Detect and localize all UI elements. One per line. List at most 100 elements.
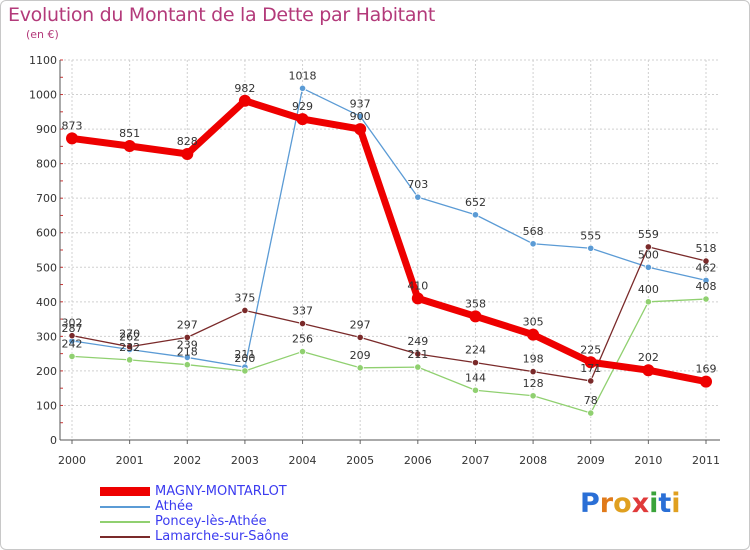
data-label: 225 [580,343,601,356]
data-point [183,361,191,369]
data-point [644,243,652,251]
data-label: 400 [638,283,659,296]
data-point [241,367,249,375]
data-point [241,306,249,315]
logo-letter: t [658,488,672,519]
x-tick-label: 2008 [519,454,547,467]
x-tick-label: 2003 [231,454,259,467]
data-label: 408 [696,280,717,293]
data-point [68,352,76,360]
data-point [469,310,482,323]
legend-label: MAGNY-MONTARLOT [155,484,287,499]
data-point [702,295,710,303]
data-label: 144 [465,371,486,384]
x-tick-label: 2007 [461,454,489,467]
x-tick-label: 2006 [404,454,432,467]
legend-swatch [100,521,150,523]
y-tick-label: 400 [36,296,57,309]
data-point [298,319,307,328]
data-label: 297 [350,318,371,331]
data-point [529,240,537,248]
data-point [471,211,480,219]
data-point [126,343,134,351]
data-point [68,332,76,340]
data-label: 249 [407,335,428,348]
y-tick-label: 1100 [29,54,57,67]
data-point [700,375,712,388]
data-point [642,364,655,377]
data-point [644,298,652,306]
data-label: 302 [62,317,83,330]
data-label: 337 [292,305,313,318]
data-point [411,292,424,305]
data-label: 202 [638,351,659,364]
data-point [414,193,422,201]
data-label: 410 [407,279,428,292]
data-label: 929 [292,100,313,113]
data-label: 982 [234,82,255,95]
logo-letter: x [631,488,650,519]
x-tick-label: 2009 [577,454,605,467]
data-label: 462 [696,261,717,274]
legend-label: Lamarche-sur-Saône [155,529,289,544]
chart-title: Evolution du Montant de la Dette par Hab… [8,4,436,26]
data-label: 232 [119,341,140,354]
x-tick-label: 2011 [692,454,720,467]
legend-swatch [100,536,150,538]
logo-letter: i [649,488,659,519]
series-line [71,87,707,368]
data-label: 937 [350,97,371,110]
data-label: 375 [234,291,255,304]
data-point [529,392,537,400]
data-label: 239 [177,338,198,351]
data-point [126,356,134,364]
chart-subtitle: (en €) [26,28,59,41]
logo-letter: r [599,488,614,519]
data-label: 171 [580,362,601,375]
data-point [702,276,710,284]
x-tick-label: 2002 [173,454,201,467]
data-label: 873 [62,119,83,132]
data-point [66,132,78,145]
series-line [68,97,710,386]
legend-label: Poncey-lès-Athée [155,514,267,529]
data-point [356,333,364,341]
y-tick-label: 700 [36,192,57,205]
logo-letter: i [671,488,681,519]
data-label: 652 [465,196,486,209]
data-label: 305 [523,316,544,329]
y-tick-label: 800 [36,158,57,171]
y-tick-label: 600 [36,227,57,240]
y-tick-label: 900 [36,123,57,136]
data-label: 559 [638,228,659,241]
data-point [414,350,422,358]
data-label: 568 [523,225,544,238]
x-tick-label: 2000 [58,454,86,467]
data-label: 256 [292,333,313,346]
data-point [471,386,480,394]
data-label: 78 [584,394,598,407]
legend-swatch [100,487,150,496]
data-point [298,84,307,92]
data-point [529,367,537,376]
data-label: 262 [119,330,140,343]
data-point [298,347,307,356]
data-point [587,244,595,252]
data-label: 500 [638,248,659,261]
data-label: 198 [523,353,544,366]
y-tick-label: 500 [36,261,57,274]
data-label: 1018 [289,69,317,82]
data-point [238,94,251,107]
data-point [181,147,194,160]
data-point [527,328,540,341]
data-label: 211 [407,348,428,361]
data-label: 209 [350,349,371,362]
data-point [356,112,364,120]
y-tick-label: 0 [50,434,57,447]
logo-letter: o [613,488,632,519]
data-label: 555 [580,229,601,242]
data-label: 242 [62,337,83,350]
legend-label: Athée [155,499,193,514]
y-tick-label: 100 [36,399,57,412]
